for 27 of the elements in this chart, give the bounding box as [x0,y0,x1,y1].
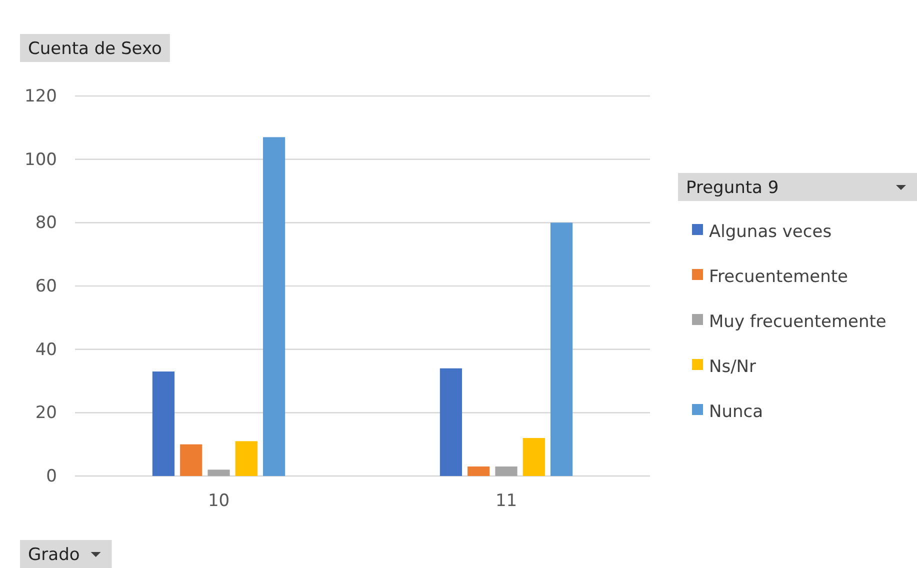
bar [235,441,258,476]
bar [440,368,462,476]
bar [495,466,518,476]
legend-label: Frecuentemente [709,267,848,287]
y-tick-label: 60 [35,276,57,296]
bar [180,444,202,476]
legend-label: Nunca [709,402,764,422]
bar [262,137,286,476]
y-tick-label: 80 [35,213,57,234]
y-tick-label: 120 [24,86,57,106]
legend-label: Ns/Nr [709,357,756,377]
y-tick-label: 40 [35,340,57,360]
legend-label: Algunas veces [709,222,832,242]
bar [152,372,175,476]
x-axis-title: Grado [28,545,80,565]
bar [208,470,230,476]
y-tick-label: 0 [46,466,57,486]
x-tick-label: 11 [495,491,518,512]
y-tick-label: 20 [35,403,57,424]
x-tick-label: 10 [208,491,230,512]
bar [468,466,490,476]
bar [522,438,545,476]
legend-title: Pregunta 9 [686,178,779,198]
legend-label: Muy frecuentemente [709,312,886,332]
bar [550,222,573,476]
chart-title: Cuenta de Sexo [28,39,162,59]
y-tick-label: 100 [24,150,57,170]
